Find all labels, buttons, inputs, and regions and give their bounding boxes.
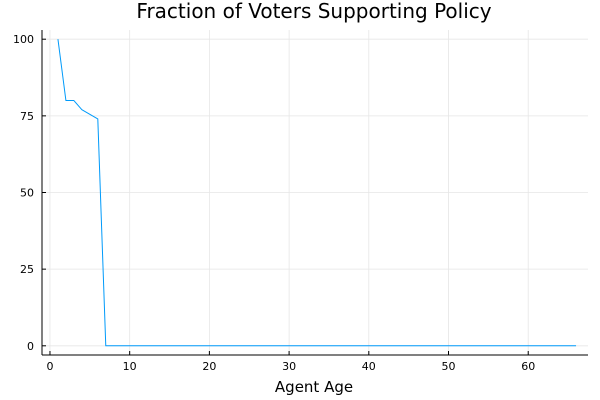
x-tick-label: 40 (362, 360, 376, 373)
chart-title: Fraction of Voters Supporting Policy (136, 0, 491, 23)
axes (41, 30, 588, 356)
x-tick-label: 60 (521, 360, 535, 373)
y-tick-label: 0 (27, 340, 34, 353)
y-tick-label: 75 (20, 110, 34, 123)
x-tick-label: 10 (123, 360, 137, 373)
series-group (57, 39, 577, 347)
x-tick-label: 30 (282, 360, 296, 373)
x-tick-label: 50 (442, 360, 456, 373)
y-tick-label: 50 (20, 187, 34, 200)
y-tick-label: 25 (20, 263, 34, 276)
x-axis-label: Agent Age (275, 378, 353, 396)
x-tick-label: 0 (46, 360, 53, 373)
series-line-1 (57, 39, 577, 347)
tick-labels: 0 10 20 30 40 50 60 0 25 50 75 100 (13, 33, 535, 373)
grid (42, 30, 588, 355)
x-tick-label: 20 (202, 360, 216, 373)
y-tick-label: 100 (13, 33, 34, 46)
